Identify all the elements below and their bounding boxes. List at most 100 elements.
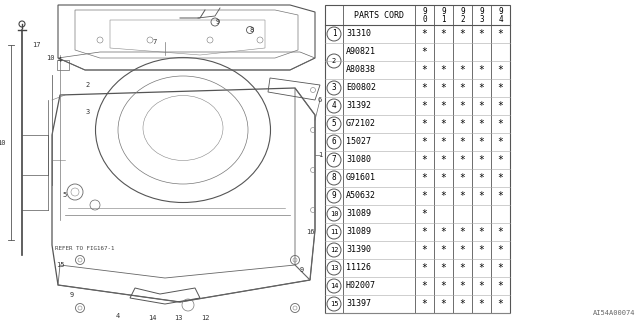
Text: 12: 12	[201, 315, 209, 320]
Text: 2: 2	[332, 58, 336, 64]
Text: 9: 9	[441, 7, 446, 16]
Text: *: *	[460, 281, 465, 291]
Text: 14: 14	[148, 315, 156, 320]
Text: 31397: 31397	[346, 300, 371, 308]
Text: 9: 9	[479, 7, 484, 16]
Text: *: *	[460, 173, 465, 183]
Text: *: *	[479, 263, 484, 273]
Text: H02007: H02007	[346, 282, 376, 291]
Text: *: *	[422, 263, 428, 273]
Text: *: *	[460, 101, 465, 111]
Text: 31310: 31310	[346, 29, 371, 38]
Text: 3: 3	[332, 84, 336, 92]
Text: 4: 4	[332, 101, 336, 110]
Text: 2: 2	[86, 82, 90, 88]
Text: *: *	[440, 155, 447, 165]
Text: 31390: 31390	[346, 245, 371, 254]
Text: *: *	[460, 263, 465, 273]
Text: 9: 9	[216, 19, 220, 25]
Text: *: *	[479, 83, 484, 93]
Text: *: *	[440, 65, 447, 75]
Text: *: *	[497, 65, 504, 75]
Text: AI54A00074: AI54A00074	[593, 310, 635, 316]
Text: 10: 10	[0, 140, 6, 146]
Text: 3: 3	[86, 109, 90, 115]
Text: *: *	[497, 137, 504, 147]
Text: *: *	[460, 155, 465, 165]
Text: 9: 9	[422, 7, 427, 16]
Text: *: *	[497, 227, 504, 237]
Text: 2: 2	[460, 15, 465, 24]
Text: 9: 9	[332, 191, 336, 201]
Text: 7: 7	[153, 39, 157, 45]
Text: *: *	[479, 299, 484, 309]
Text: 11: 11	[330, 229, 339, 235]
Text: 3: 3	[479, 15, 484, 24]
Text: 1: 1	[332, 29, 336, 38]
Text: *: *	[460, 65, 465, 75]
Text: *: *	[422, 299, 428, 309]
Text: 15: 15	[56, 262, 64, 268]
Text: *: *	[479, 119, 484, 129]
Text: *: *	[422, 155, 428, 165]
Text: G72102: G72102	[346, 119, 376, 129]
Text: 5: 5	[63, 192, 67, 198]
Text: 12: 12	[330, 247, 339, 253]
Text: *: *	[440, 173, 447, 183]
Text: 6: 6	[318, 97, 322, 103]
Text: *: *	[460, 191, 465, 201]
Text: *: *	[479, 155, 484, 165]
Text: *: *	[460, 245, 465, 255]
Text: *: *	[440, 101, 447, 111]
Text: *: *	[440, 137, 447, 147]
Text: *: *	[440, 29, 447, 39]
Text: PARTS CORD: PARTS CORD	[354, 11, 404, 20]
Text: 4: 4	[58, 57, 62, 63]
Text: *: *	[460, 83, 465, 93]
Text: G91601: G91601	[346, 173, 376, 182]
Text: 10: 10	[330, 211, 339, 217]
Text: 0: 0	[422, 15, 427, 24]
Text: 9: 9	[70, 292, 74, 298]
Text: *: *	[440, 281, 447, 291]
Text: *: *	[497, 119, 504, 129]
Text: *: *	[440, 263, 447, 273]
Text: *: *	[479, 29, 484, 39]
Text: 8: 8	[332, 173, 336, 182]
Text: *: *	[479, 173, 484, 183]
Text: 31392: 31392	[346, 101, 371, 110]
Text: E00802: E00802	[346, 84, 376, 92]
Text: 5: 5	[332, 119, 336, 129]
Text: 1: 1	[318, 152, 322, 158]
Text: 14: 14	[330, 283, 339, 289]
Text: 9: 9	[300, 267, 304, 273]
Text: 13: 13	[173, 315, 182, 320]
Text: 16: 16	[306, 229, 314, 235]
Text: *: *	[479, 281, 484, 291]
Text: *: *	[497, 263, 504, 273]
Text: 1: 1	[441, 15, 446, 24]
Text: *: *	[497, 245, 504, 255]
Text: *: *	[440, 119, 447, 129]
Text: *: *	[479, 227, 484, 237]
Text: *: *	[440, 245, 447, 255]
Text: *: *	[440, 83, 447, 93]
Text: 15: 15	[330, 301, 339, 307]
Text: *: *	[440, 227, 447, 237]
Text: 11126: 11126	[346, 263, 371, 273]
Text: 13: 13	[330, 265, 339, 271]
Text: *: *	[422, 83, 428, 93]
Text: *: *	[460, 227, 465, 237]
Text: 6: 6	[332, 138, 336, 147]
Text: *: *	[422, 209, 428, 219]
Text: 4: 4	[498, 15, 503, 24]
Text: *: *	[497, 299, 504, 309]
Text: REFER TO FIG167-1: REFER TO FIG167-1	[55, 245, 115, 251]
Text: 9: 9	[460, 7, 465, 16]
Text: A90821: A90821	[346, 47, 376, 57]
Text: *: *	[422, 29, 428, 39]
Text: *: *	[440, 191, 447, 201]
Text: 8: 8	[250, 27, 254, 33]
Text: *: *	[460, 137, 465, 147]
Text: *: *	[497, 281, 504, 291]
